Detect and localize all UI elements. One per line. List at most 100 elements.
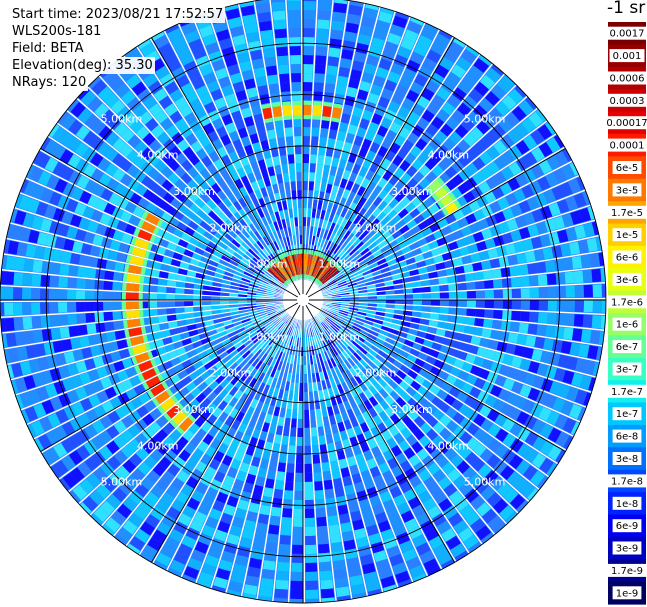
range-gate bbox=[485, 130, 499, 144]
range-gate bbox=[570, 210, 583, 225]
range-gate bbox=[377, 240, 388, 250]
range-gate bbox=[416, 117, 430, 130]
ray-gap bbox=[302, 107, 539, 301]
range-gate bbox=[471, 142, 485, 156]
range-gate bbox=[409, 241, 420, 251]
range-gate bbox=[409, 269, 420, 277]
range-gate bbox=[371, 37, 385, 50]
range-gate bbox=[439, 292, 449, 299]
range-gate bbox=[337, 75, 349, 87]
range-gate bbox=[364, 101, 377, 113]
range-gate bbox=[430, 292, 440, 299]
range-gate bbox=[394, 167, 405, 179]
range-gate bbox=[373, 133, 385, 146]
range-gate bbox=[362, 251, 373, 260]
range-gate bbox=[423, 144, 436, 157]
range-gate bbox=[341, 240, 349, 250]
range-gate bbox=[475, 281, 485, 290]
range-gate bbox=[527, 263, 538, 275]
range-gate bbox=[378, 189, 389, 200]
range-gate bbox=[352, 270, 363, 277]
range-gate bbox=[316, 37, 328, 48]
range-gate bbox=[344, 210, 353, 220]
range-gate bbox=[337, 280, 347, 286]
range-gate bbox=[411, 247, 423, 257]
range-gate bbox=[421, 109, 435, 123]
range-gate bbox=[335, 235, 343, 246]
range-gate bbox=[326, 65, 338, 76]
range-gate bbox=[508, 161, 522, 176]
range-gate bbox=[457, 139, 471, 153]
range-gate bbox=[523, 212, 536, 225]
range-gate bbox=[361, 234, 371, 244]
range-gate bbox=[421, 87, 435, 101]
range-gate bbox=[346, 86, 358, 98]
range-gate bbox=[431, 116, 445, 130]
range-gate bbox=[317, 154, 325, 165]
range-gate bbox=[350, 115, 361, 127]
range-gate bbox=[501, 232, 513, 244]
range-gate bbox=[371, 232, 381, 242]
range-gate bbox=[478, 181, 491, 194]
range-gate bbox=[491, 124, 506, 139]
range-gate bbox=[387, 32, 402, 46]
range-gate bbox=[571, 256, 583, 269]
range-gate bbox=[338, 66, 350, 78]
range-gate bbox=[303, 190, 308, 200]
range-gate bbox=[335, 139, 344, 150]
range-gate bbox=[489, 258, 501, 269]
range-gate bbox=[484, 238, 496, 249]
range-gate bbox=[573, 192, 587, 208]
range-gate bbox=[323, 229, 329, 240]
range-gate bbox=[431, 94, 446, 108]
range-gate bbox=[380, 245, 390, 254]
range-gate bbox=[374, 236, 385, 246]
range-gate bbox=[339, 58, 352, 69]
range-gate bbox=[317, 10, 331, 21]
range-gate bbox=[477, 218, 489, 230]
range-gate bbox=[344, 256, 354, 265]
range-gate bbox=[387, 162, 399, 174]
range-gate bbox=[418, 65, 433, 79]
range-gate bbox=[462, 95, 478, 110]
range-gate bbox=[372, 185, 383, 196]
range-gate bbox=[398, 240, 409, 250]
range-gate bbox=[457, 291, 467, 299]
start-time-label: Start time: 2023/08/21 17:52:57 bbox=[10, 6, 226, 23]
range-gate bbox=[317, 19, 330, 30]
range-gate bbox=[416, 95, 430, 109]
range-gate bbox=[402, 213, 414, 224]
range-gate bbox=[384, 220, 395, 230]
range-gate bbox=[481, 260, 492, 270]
range-gate bbox=[384, 79, 397, 92]
range-gate bbox=[362, 189, 372, 200]
range-gate bbox=[527, 224, 539, 237]
range-gate bbox=[402, 68, 417, 81]
range-gate bbox=[397, 46, 412, 59]
range-gate bbox=[496, 245, 507, 257]
range-gate bbox=[320, 210, 326, 220]
range-gate bbox=[582, 269, 593, 283]
range-gate bbox=[364, 63, 377, 75]
range-gate bbox=[421, 293, 431, 299]
range-gate bbox=[303, 1, 316, 11]
colorbar-tick: 1e-9 bbox=[616, 588, 639, 599]
range-gate bbox=[364, 238, 374, 248]
range-gate bbox=[546, 155, 561, 171]
range-gate bbox=[358, 146, 369, 158]
range-gate bbox=[385, 295, 395, 300]
range-gate bbox=[313, 91, 323, 101]
ray-gap bbox=[302, 0, 334, 301]
range-gate bbox=[345, 180, 354, 191]
range-gate bbox=[591, 268, 602, 283]
colorbar-tick: 6e-9 bbox=[616, 521, 639, 532]
range-gate bbox=[336, 278, 346, 285]
range-gate bbox=[357, 218, 366, 228]
range-gate bbox=[433, 210, 445, 222]
range-gate bbox=[412, 184, 424, 196]
range-gate bbox=[368, 121, 379, 133]
ray-gap bbox=[302, 0, 350, 301]
range-gate bbox=[391, 92, 405, 105]
range-gate bbox=[425, 171, 438, 183]
range-gate bbox=[340, 228, 348, 238]
